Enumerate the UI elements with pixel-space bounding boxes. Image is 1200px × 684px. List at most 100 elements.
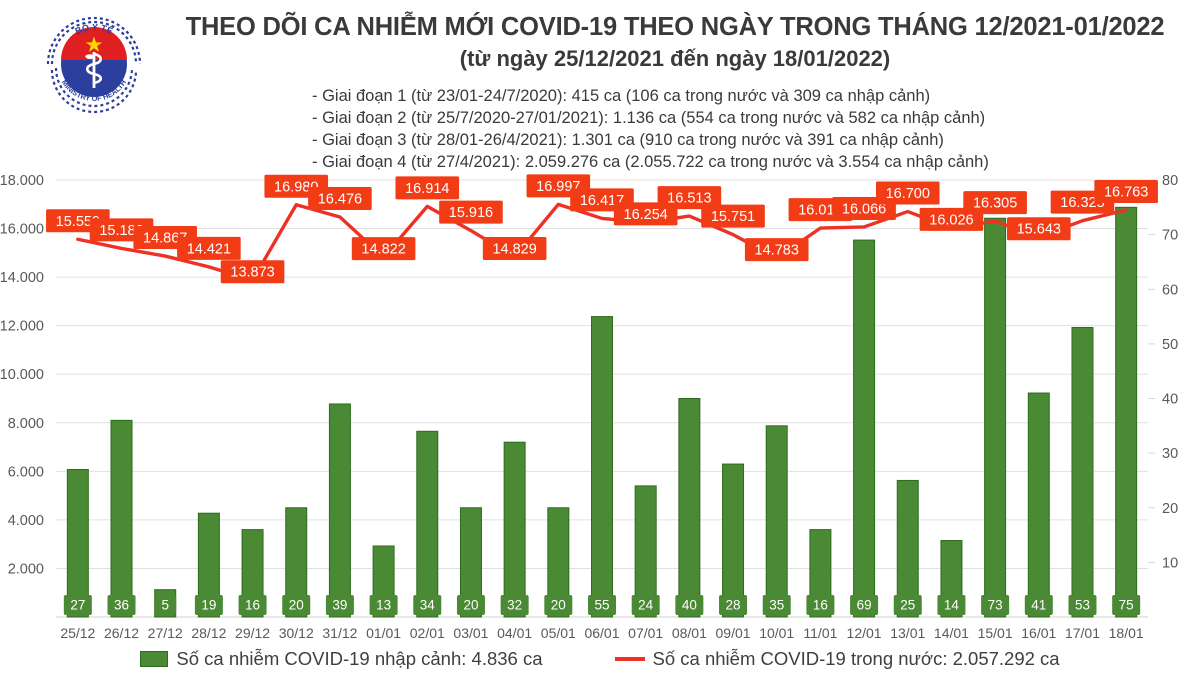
x-label-28/12: 28/12 xyxy=(191,625,226,641)
bar-26/12 xyxy=(110,419,133,618)
line-label-box-15/01 xyxy=(963,191,1027,215)
line-label-box-10/01 xyxy=(744,238,809,262)
legend-label-imported: Số ca nhiễm COVID-19 nhập cảnh: 4.836 ca xyxy=(176,648,543,669)
chart-legend: Số ca nhiễm COVID-19 nhập cảnh: 4.836 ca… xyxy=(0,648,1200,670)
bar-label-31/12: 39 xyxy=(332,598,347,613)
line-label-13/01: 16.700 xyxy=(886,186,930,202)
line-label-box-18/01 xyxy=(1094,180,1158,204)
line-label-27/12: 14.867 xyxy=(143,231,187,247)
bar-30/12 xyxy=(285,507,308,618)
line-label-07/01: 16.254 xyxy=(624,207,668,223)
x-label-15/01: 15/01 xyxy=(978,625,1013,641)
bar-label-box-10/01 xyxy=(762,595,791,615)
bar-label-28/12: 19 xyxy=(201,598,216,613)
bar-label-07/01: 24 xyxy=(638,598,654,613)
bar-18/01 xyxy=(1115,206,1138,618)
bar-data-labels: 27 36 5 19 16 20 39 13 34 20 32 20 55 24 40 28 35 16 69 25 1… xyxy=(63,595,1141,615)
bar-label-box-12/01 xyxy=(850,595,879,615)
bar-label-box-04/01 xyxy=(500,595,529,615)
x-label-12/01: 12/01 xyxy=(847,625,882,641)
bar-03/01 xyxy=(459,507,482,618)
bar-label-box-29/12 xyxy=(238,595,267,615)
bar-label-box-31/12 xyxy=(325,595,354,615)
bar-label-10/01: 35 xyxy=(769,598,784,613)
x-label-02/01: 02/01 xyxy=(410,625,445,641)
bar-label-box-25/12 xyxy=(63,595,92,615)
x-label-05/01: 05/01 xyxy=(541,625,576,641)
bar-label-box-11/01 xyxy=(806,595,835,615)
svg-text:20: 20 xyxy=(1162,501,1178,517)
bar-label-box-14/01 xyxy=(937,595,966,615)
bar-17/01 xyxy=(1071,326,1094,618)
bar-label-06/01: 55 xyxy=(594,598,609,613)
bar-16/01 xyxy=(1027,392,1050,618)
line-label-box-08/01 xyxy=(657,186,722,210)
bar-label-29/12: 16 xyxy=(245,598,260,613)
x-label-04/01: 04/01 xyxy=(497,625,532,641)
x-label-07/01: 07/01 xyxy=(628,625,663,641)
x-axis-labels: 25/12 26/12 27/12 28/12 29/12 30/12 31/12 01/01… xyxy=(60,625,1144,641)
bar-label-box-13/01 xyxy=(893,595,922,615)
bar-label-box-30/12 xyxy=(282,595,311,615)
phase-summary-list: - Giai đoạn 1 (từ 23/01-24/7/2020): 415 … xyxy=(312,86,1112,174)
legend-bar-swatch-icon xyxy=(140,651,169,667)
line-label-06/01: 16.417 xyxy=(580,193,624,209)
bar-label-18/01: 75 xyxy=(1119,598,1134,613)
x-label-30/12: 30/12 xyxy=(279,625,314,641)
bar-label-box-03/01 xyxy=(456,595,485,615)
bar-label-09/01: 28 xyxy=(726,598,741,613)
line-label-box-03/01 xyxy=(439,200,503,224)
line-label-11/01: 16.019 xyxy=(798,203,842,219)
line-label-box-28/12 xyxy=(177,236,241,260)
bar-label-11/01: 16 xyxy=(813,598,828,613)
x-label-25/12: 25/12 xyxy=(60,625,95,641)
svg-text:18.000: 18.000 xyxy=(0,173,44,189)
line-label-01/01: 14.822 xyxy=(361,242,405,258)
bar-10/01 xyxy=(765,425,788,618)
bar-label-box-28/12 xyxy=(194,595,223,615)
svg-text:BỘ Y TẾ: BỘ Y TẾ xyxy=(74,21,115,36)
x-label-03/01: 03/01 xyxy=(453,625,488,641)
x-label-17/01: 17/01 xyxy=(1065,625,1100,641)
x-label-09/01: 09/01 xyxy=(716,625,751,641)
x-label-26/12: 26/12 xyxy=(104,625,139,641)
line-label-09/01: 15.751 xyxy=(711,209,755,225)
x-label-29/12: 29/12 xyxy=(235,625,270,641)
x-label-14/01: 14/01 xyxy=(934,625,969,641)
line-label-15/01: 16.305 xyxy=(973,196,1017,212)
line-label-box-13/01 xyxy=(875,181,940,205)
svg-text:10.000: 10.000 xyxy=(0,367,44,383)
x-label-31/12: 31/12 xyxy=(322,625,357,641)
bar-label-08/01: 40 xyxy=(682,598,697,613)
line-label-box-02/01 xyxy=(395,176,460,200)
bar-label-box-26/12 xyxy=(107,595,136,615)
line-label-30/12: 16.980 xyxy=(274,179,318,195)
svg-text:10: 10 xyxy=(1162,555,1178,571)
bar-label-02/01: 34 xyxy=(420,598,436,613)
svg-text:60: 60 xyxy=(1162,282,1178,298)
bar-label-26/12: 36 xyxy=(114,598,129,613)
svg-text:50: 50 xyxy=(1162,337,1178,353)
line-label-17/01: 16.325 xyxy=(1060,195,1104,211)
line-label-28/12: 14.421 xyxy=(187,241,231,257)
bar-label-17/01: 53 xyxy=(1075,598,1090,613)
line-label-box-04/01 xyxy=(482,236,547,260)
bar-label-box-05/01 xyxy=(544,595,573,615)
bar-label-16/01: 41 xyxy=(1031,598,1046,613)
bar-07/01 xyxy=(634,485,657,618)
line-label-box-29/12 xyxy=(220,260,285,284)
bar-label-box-15/01 xyxy=(981,595,1010,615)
svg-text:8.000: 8.000 xyxy=(8,416,44,432)
bar-label-05/01: 20 xyxy=(551,598,566,613)
bar-label-15/01: 73 xyxy=(988,598,1003,613)
svg-text:14.000: 14.000 xyxy=(0,270,44,286)
svg-text:6.000: 6.000 xyxy=(8,464,44,480)
svg-text:16.000: 16.000 xyxy=(0,222,44,238)
bar-label-box-16/01 xyxy=(1024,595,1053,615)
line-label-08/01: 16.513 xyxy=(667,191,711,207)
x-label-06/01: 06/01 xyxy=(584,625,619,641)
svg-text:4.000: 4.000 xyxy=(8,513,44,529)
svg-text:12.000: 12.000 xyxy=(0,319,44,335)
